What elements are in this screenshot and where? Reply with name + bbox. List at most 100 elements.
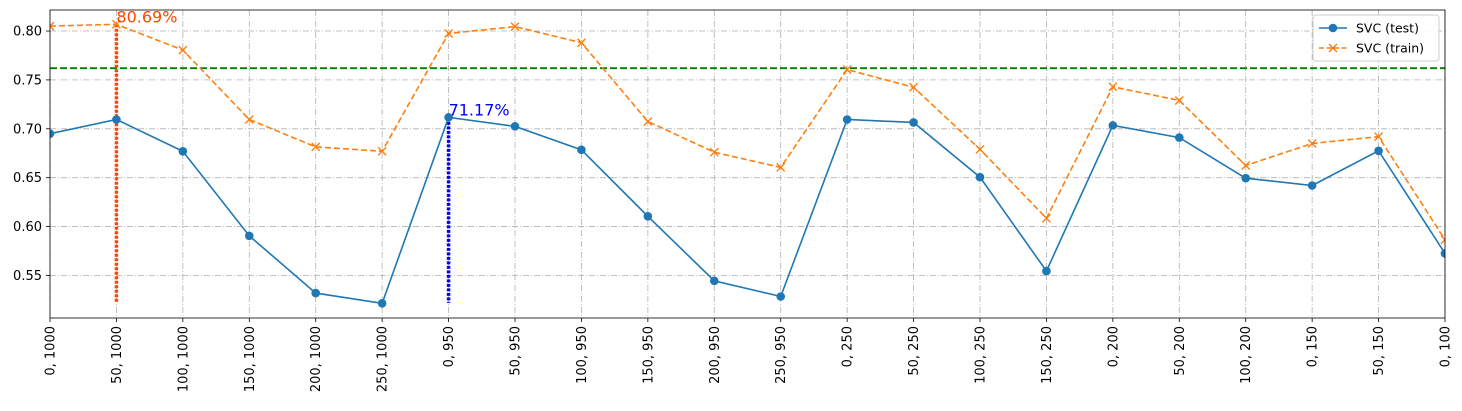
- x-tick-label: 50, 200: [1173, 326, 1188, 376]
- y-tick-label: 0.80: [13, 25, 42, 40]
- data-point: [576, 38, 586, 48]
- x-tick-label: 100, 1000: [176, 326, 191, 392]
- data-point: [909, 82, 919, 92]
- x-tick-label: 0, 150: [1306, 326, 1321, 367]
- data-point: [178, 146, 188, 156]
- data-point: [1307, 138, 1317, 148]
- series-line: [50, 116, 1445, 305]
- point-stroke: [776, 162, 786, 172]
- point-stroke: [178, 45, 188, 55]
- point-stroke: [1440, 238, 1445, 245]
- point-stroke: [377, 146, 387, 156]
- point-stroke: [311, 142, 321, 152]
- point-stroke: [1374, 132, 1384, 142]
- y-tick-label: 0.65: [13, 171, 42, 186]
- point-stroke: [111, 19, 121, 29]
- x-tick-label: 100, 250: [974, 326, 989, 384]
- x-tick-label: 50, 150: [1372, 326, 1387, 376]
- x-tick-label: 0, 250: [841, 326, 856, 367]
- x-tick-label: 0, 100: [1439, 326, 1454, 367]
- data-point: [50, 129, 55, 138]
- data-point: [311, 288, 321, 298]
- data-point: [643, 212, 653, 221]
- point-stroke: [510, 22, 520, 32]
- x-tick-label: 150, 950: [641, 326, 656, 384]
- data-point: [444, 28, 454, 38]
- point-stroke: [444, 28, 454, 38]
- point-stroke: [1241, 160, 1251, 170]
- point-stroke: [643, 116, 653, 126]
- data-point: [643, 116, 653, 126]
- point-stroke: [1440, 235, 1445, 241]
- x-tick-label: 250, 950: [774, 326, 789, 384]
- x-tick-label: 50, 1000: [110, 326, 125, 384]
- data-point: [244, 231, 254, 241]
- x-tick-label: 0, 950: [442, 326, 457, 367]
- data-point: [1374, 132, 1384, 142]
- x-tick-label: 200, 950: [708, 326, 723, 384]
- data-point: [444, 113, 453, 122]
- grid-lines: [49, 10, 1446, 318]
- data-point: [377, 299, 387, 308]
- data-point: [1041, 213, 1051, 223]
- data-point: [975, 144, 985, 154]
- data-point: [776, 162, 786, 172]
- data-point: [1374, 146, 1383, 156]
- data-point: [709, 147, 719, 157]
- x-tick-label: 250, 1000: [376, 326, 391, 392]
- data-point: [1108, 121, 1118, 130]
- data-point: [311, 142, 321, 152]
- legend: SVC (test) SVC (train): [1312, 14, 1440, 62]
- data-point: [842, 65, 852, 75]
- data-point: [377, 146, 387, 156]
- highlight-markers: [114, 24, 451, 303]
- data-point: [510, 122, 520, 131]
- data-point: [1108, 82, 1118, 92]
- point-stroke: [50, 21, 55, 28]
- point-stroke: [842, 65, 852, 75]
- data-point: [1440, 249, 1445, 258]
- legend-label: SVC (train): [1356, 41, 1424, 56]
- point-stroke: [909, 82, 919, 92]
- series-line: [50, 23, 1445, 241]
- data-point: [909, 118, 918, 127]
- data-point: [1307, 181, 1317, 190]
- x-tick-label: 100, 200: [1239, 326, 1254, 384]
- legend-item: SVC (train): [1319, 41, 1424, 56]
- y-tick-label: 0.70: [13, 122, 42, 137]
- data-point: [1174, 133, 1184, 142]
- x-tick-label: 0, 200: [1106, 326, 1121, 367]
- y-tick-label: 0.60: [13, 220, 42, 235]
- point-stroke: [244, 115, 254, 125]
- legend-marker: [1328, 23, 1338, 33]
- data-point: [50, 21, 55, 31]
- data-point: [842, 115, 852, 124]
- y-tick-label: 0.55: [13, 269, 42, 284]
- data-point: [111, 19, 121, 29]
- x-tick-label: 0, 1000: [44, 326, 59, 376]
- series-group: [50, 19, 1445, 308]
- x-tick-label: 150, 1000: [243, 326, 258, 392]
- data-point: [178, 45, 188, 55]
- highlight-label: 71.17%: [449, 100, 510, 119]
- data-point: [112, 115, 121, 124]
- data-point: [1174, 95, 1184, 105]
- data-point: [577, 145, 586, 155]
- point-stroke: [975, 144, 985, 154]
- data-point: [1241, 173, 1251, 183]
- point-stroke: [1307, 138, 1317, 148]
- highlight-label: 80.69%: [116, 7, 177, 26]
- legend-label: SVC (test): [1356, 21, 1419, 36]
- data-point: [1440, 235, 1445, 245]
- data-point: [776, 292, 786, 301]
- data-point: [510, 22, 520, 32]
- point-stroke: [709, 147, 719, 157]
- legend-box: [1312, 14, 1440, 62]
- x-tick-label: 50, 950: [509, 326, 524, 376]
- point-stroke: [1174, 95, 1184, 105]
- legend-item: SVC (test): [1319, 21, 1419, 36]
- axes: 0, 1000 50, 1000 100, 1000 150, 1000 200, 10…: [13, 25, 1453, 393]
- x-tick-label: 100, 950: [575, 326, 590, 384]
